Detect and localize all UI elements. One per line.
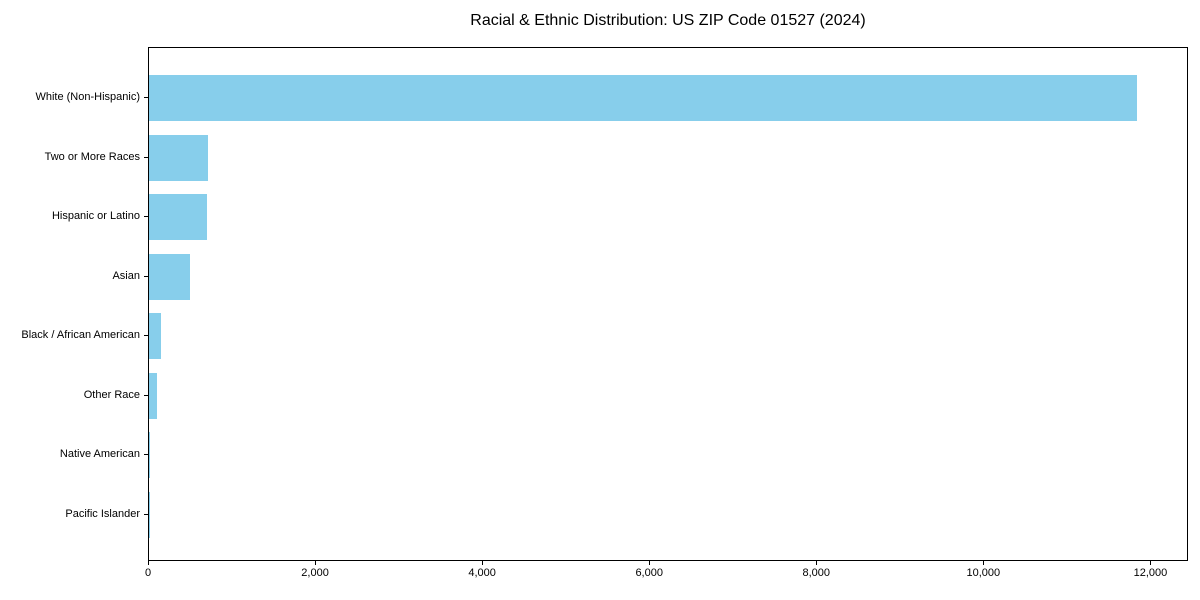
bar xyxy=(149,253,190,300)
bar xyxy=(149,313,161,360)
bar xyxy=(149,75,1138,121)
y-tick-label: Pacific Islander xyxy=(65,508,140,520)
x-tick-label: 2,000 xyxy=(301,567,329,579)
bar xyxy=(149,372,157,419)
x-tick-label: 6,000 xyxy=(635,567,663,579)
x-tick-mark xyxy=(148,561,149,565)
x-tick-label: 0 xyxy=(144,567,152,579)
y-tick-mark xyxy=(144,97,148,98)
bar xyxy=(149,432,150,479)
x-tick-mark xyxy=(983,561,985,565)
y-tick-label: Native American xyxy=(59,448,140,461)
x-tick-mark xyxy=(315,561,317,565)
x-tick-mark xyxy=(482,561,484,565)
bar xyxy=(149,194,208,241)
y-tick-label: White (Non-Hispanic) xyxy=(35,91,140,103)
x-tick-label: 8,000 xyxy=(802,567,831,579)
x-tick-label: 10,000 xyxy=(966,567,1001,579)
bar xyxy=(149,492,150,538)
plot-area xyxy=(148,47,1188,561)
y-tick-label: Black / African American xyxy=(21,329,140,342)
y-tick-mark xyxy=(144,394,148,396)
y-tick-label: Other Race xyxy=(83,388,140,401)
x-tick-label: 12,000 xyxy=(1133,567,1168,579)
y-tick-mark xyxy=(144,514,148,515)
y-tick-label: Asian xyxy=(112,269,140,282)
x-tick-mark xyxy=(816,561,818,565)
y-tick-mark xyxy=(144,335,148,337)
y-tick-mark xyxy=(144,216,148,218)
chart-title: Racial & Ethnic Distribution: US ZIP Cod… xyxy=(470,12,866,29)
y-tick-mark xyxy=(144,156,148,158)
y-tick-mark xyxy=(144,275,148,277)
x-tick-mark xyxy=(1150,561,1152,565)
x-tick-label: 4,000 xyxy=(468,567,496,579)
bar xyxy=(149,134,209,181)
x-tick-mark xyxy=(649,561,651,565)
y-tick-label: Hispanic or Latino xyxy=(51,210,140,223)
y-tick-mark xyxy=(144,454,148,456)
y-tick-label: Two or More Races xyxy=(44,150,140,163)
